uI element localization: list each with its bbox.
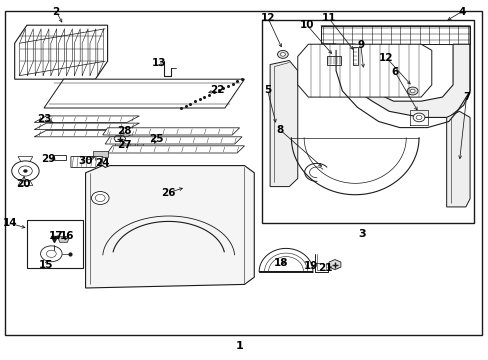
- Circle shape: [95, 194, 105, 202]
- Text: 16: 16: [60, 231, 75, 241]
- Text: 14: 14: [2, 218, 17, 228]
- Polygon shape: [15, 25, 107, 79]
- Circle shape: [277, 50, 288, 58]
- Text: 1: 1: [235, 341, 243, 351]
- Text: 30: 30: [78, 156, 93, 166]
- Text: 21: 21: [317, 263, 332, 273]
- Text: 18: 18: [273, 258, 288, 268]
- Circle shape: [415, 115, 421, 120]
- Text: 2: 2: [53, 6, 60, 17]
- Text: 22: 22: [210, 85, 224, 95]
- Circle shape: [91, 192, 109, 204]
- Circle shape: [407, 87, 417, 95]
- Polygon shape: [34, 123, 139, 130]
- Text: 25: 25: [149, 134, 163, 144]
- Text: 9: 9: [357, 40, 364, 50]
- Polygon shape: [34, 130, 139, 137]
- Polygon shape: [102, 128, 239, 135]
- Polygon shape: [326, 56, 341, 65]
- Text: 12: 12: [378, 53, 393, 63]
- Circle shape: [23, 170, 27, 172]
- Bar: [27, 220, 83, 268]
- Polygon shape: [115, 140, 121, 146]
- Text: 6: 6: [391, 67, 398, 77]
- Text: 28: 28: [117, 126, 132, 136]
- Text: 7: 7: [462, 92, 469, 102]
- Polygon shape: [352, 48, 357, 66]
- Text: 17: 17: [49, 231, 63, 241]
- Polygon shape: [137, 140, 142, 146]
- Circle shape: [280, 53, 285, 56]
- Polygon shape: [93, 151, 107, 157]
- Polygon shape: [54, 155, 66, 160]
- Text: 24: 24: [95, 158, 110, 168]
- Polygon shape: [328, 260, 340, 270]
- Polygon shape: [44, 79, 244, 108]
- Circle shape: [409, 89, 414, 93]
- Polygon shape: [85, 166, 254, 288]
- Polygon shape: [321, 44, 469, 117]
- Text: 5: 5: [264, 85, 270, 95]
- Polygon shape: [59, 237, 68, 242]
- Polygon shape: [107, 146, 244, 153]
- Circle shape: [46, 250, 56, 257]
- Polygon shape: [105, 137, 242, 144]
- Text: 19: 19: [303, 261, 317, 271]
- Text: 20: 20: [16, 179, 31, 189]
- Polygon shape: [71, 157, 102, 167]
- Text: 10: 10: [299, 20, 314, 30]
- Text: 11: 11: [321, 13, 335, 23]
- Polygon shape: [269, 60, 297, 186]
- Text: 29: 29: [41, 154, 55, 164]
- Polygon shape: [297, 44, 431, 97]
- Polygon shape: [259, 248, 312, 272]
- Circle shape: [19, 166, 32, 176]
- Polygon shape: [122, 140, 128, 146]
- Text: 23: 23: [37, 114, 51, 124]
- Text: 4: 4: [457, 6, 465, 17]
- Polygon shape: [321, 26, 469, 44]
- Text: 3: 3: [357, 229, 365, 239]
- Circle shape: [41, 246, 62, 262]
- Text: 15: 15: [39, 260, 53, 270]
- Bar: [261, 20, 473, 223]
- Text: 27: 27: [117, 140, 132, 150]
- Polygon shape: [446, 111, 469, 207]
- Text: 26: 26: [161, 188, 176, 198]
- Text: 12: 12: [260, 13, 275, 23]
- Polygon shape: [34, 116, 139, 122]
- Text: 13: 13: [151, 58, 166, 68]
- Text: 8: 8: [276, 125, 283, 135]
- Circle shape: [12, 161, 39, 181]
- Polygon shape: [129, 140, 135, 146]
- Circle shape: [412, 113, 424, 122]
